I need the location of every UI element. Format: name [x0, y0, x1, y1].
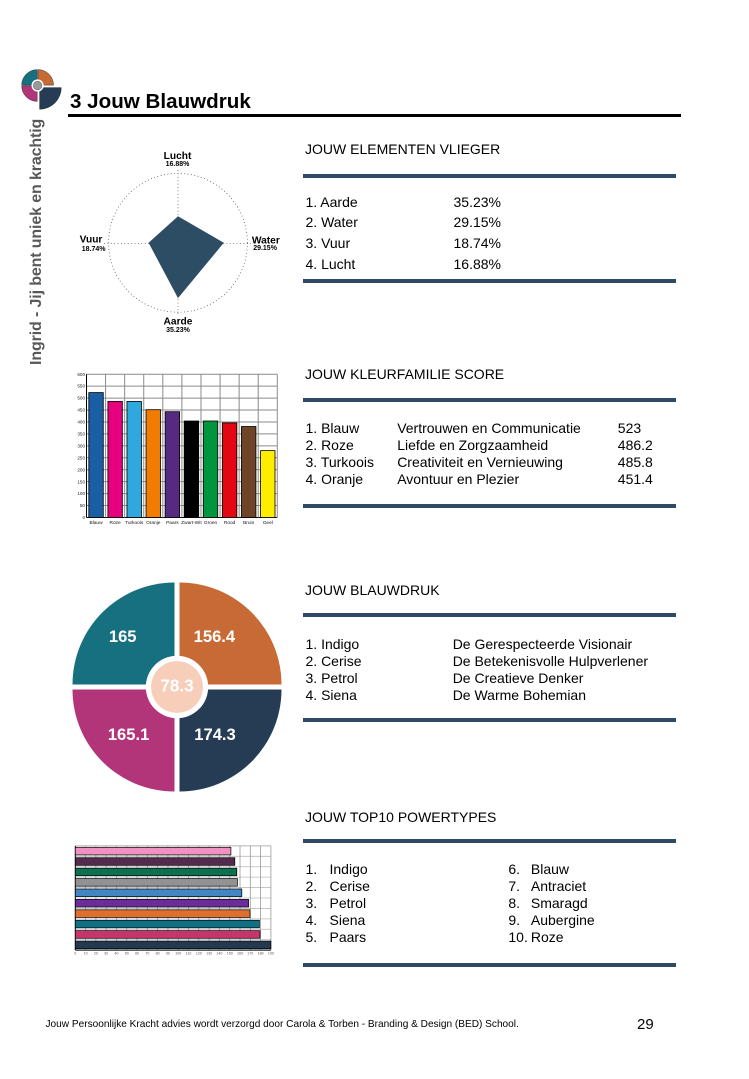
svg-text:70: 70 [145, 951, 149, 955]
svg-text:Geel: Geel [263, 520, 273, 526]
svg-text:550: 550 [77, 384, 85, 389]
svg-text:16.88%: 16.88% [166, 161, 191, 168]
svg-text:60: 60 [135, 951, 139, 955]
svg-text:40: 40 [114, 951, 118, 955]
svg-text:Water: Water [252, 235, 280, 246]
svg-text:100: 100 [175, 951, 181, 955]
svg-text:170: 170 [247, 951, 253, 955]
svg-text:Turkoois: Turkoois [125, 520, 144, 526]
svg-text:500: 500 [77, 396, 85, 401]
svg-text:140: 140 [216, 951, 222, 955]
svg-text:29.15%: 29.15% [253, 245, 278, 252]
svg-text:110: 110 [186, 951, 192, 955]
svg-text:Paars: Paars [166, 520, 179, 526]
svg-text:30: 30 [104, 951, 108, 955]
svg-text:Zwart-Wit: Zwart-Wit [181, 520, 202, 526]
svg-text:10: 10 [84, 951, 88, 955]
svg-text:Bruin: Bruin [243, 520, 255, 526]
svg-text:130: 130 [206, 951, 212, 955]
svg-text:156.4: 156.4 [194, 627, 236, 646]
svg-text:Rood: Rood [224, 520, 236, 526]
svg-text:165.1: 165.1 [108, 725, 150, 744]
svg-text:0: 0 [82, 515, 85, 520]
svg-text:180: 180 [258, 951, 264, 955]
svg-text:35.23%: 35.23% [166, 327, 191, 334]
svg-text:250: 250 [77, 455, 85, 460]
svg-text:0: 0 [74, 951, 76, 955]
svg-text:165: 165 [109, 627, 137, 646]
svg-text:300: 300 [77, 443, 85, 448]
svg-text:Blauw: Blauw [90, 520, 104, 526]
svg-text:20: 20 [94, 951, 98, 955]
svg-text:100: 100 [77, 491, 85, 496]
svg-text:Vuur: Vuur [80, 234, 103, 245]
svg-text:18.74%: 18.74% [82, 246, 107, 253]
svg-text:Aarde: Aarde [164, 317, 193, 328]
svg-text:Oranje: Oranje [146, 520, 161, 526]
svg-text:174.3: 174.3 [194, 725, 236, 744]
svg-text:190: 190 [268, 951, 274, 955]
svg-text:160: 160 [237, 951, 243, 955]
svg-text:450: 450 [77, 408, 85, 413]
svg-text:200: 200 [77, 467, 85, 472]
svg-text:80: 80 [156, 951, 160, 955]
svg-text:50: 50 [80, 503, 86, 508]
svg-text:400: 400 [77, 420, 85, 425]
svg-text:350: 350 [77, 432, 85, 437]
svg-text:50: 50 [125, 951, 129, 955]
svg-text:150: 150 [77, 479, 85, 484]
svg-text:Groen: Groen [204, 520, 218, 526]
svg-text:150: 150 [227, 951, 233, 955]
svg-text:600: 600 [77, 372, 85, 377]
svg-text:78.3: 78.3 [160, 675, 193, 695]
svg-text:Roze: Roze [110, 520, 122, 526]
svg-text:90: 90 [166, 951, 170, 955]
svg-text:120: 120 [196, 951, 202, 955]
svg-text:Lucht: Lucht [164, 151, 192, 162]
